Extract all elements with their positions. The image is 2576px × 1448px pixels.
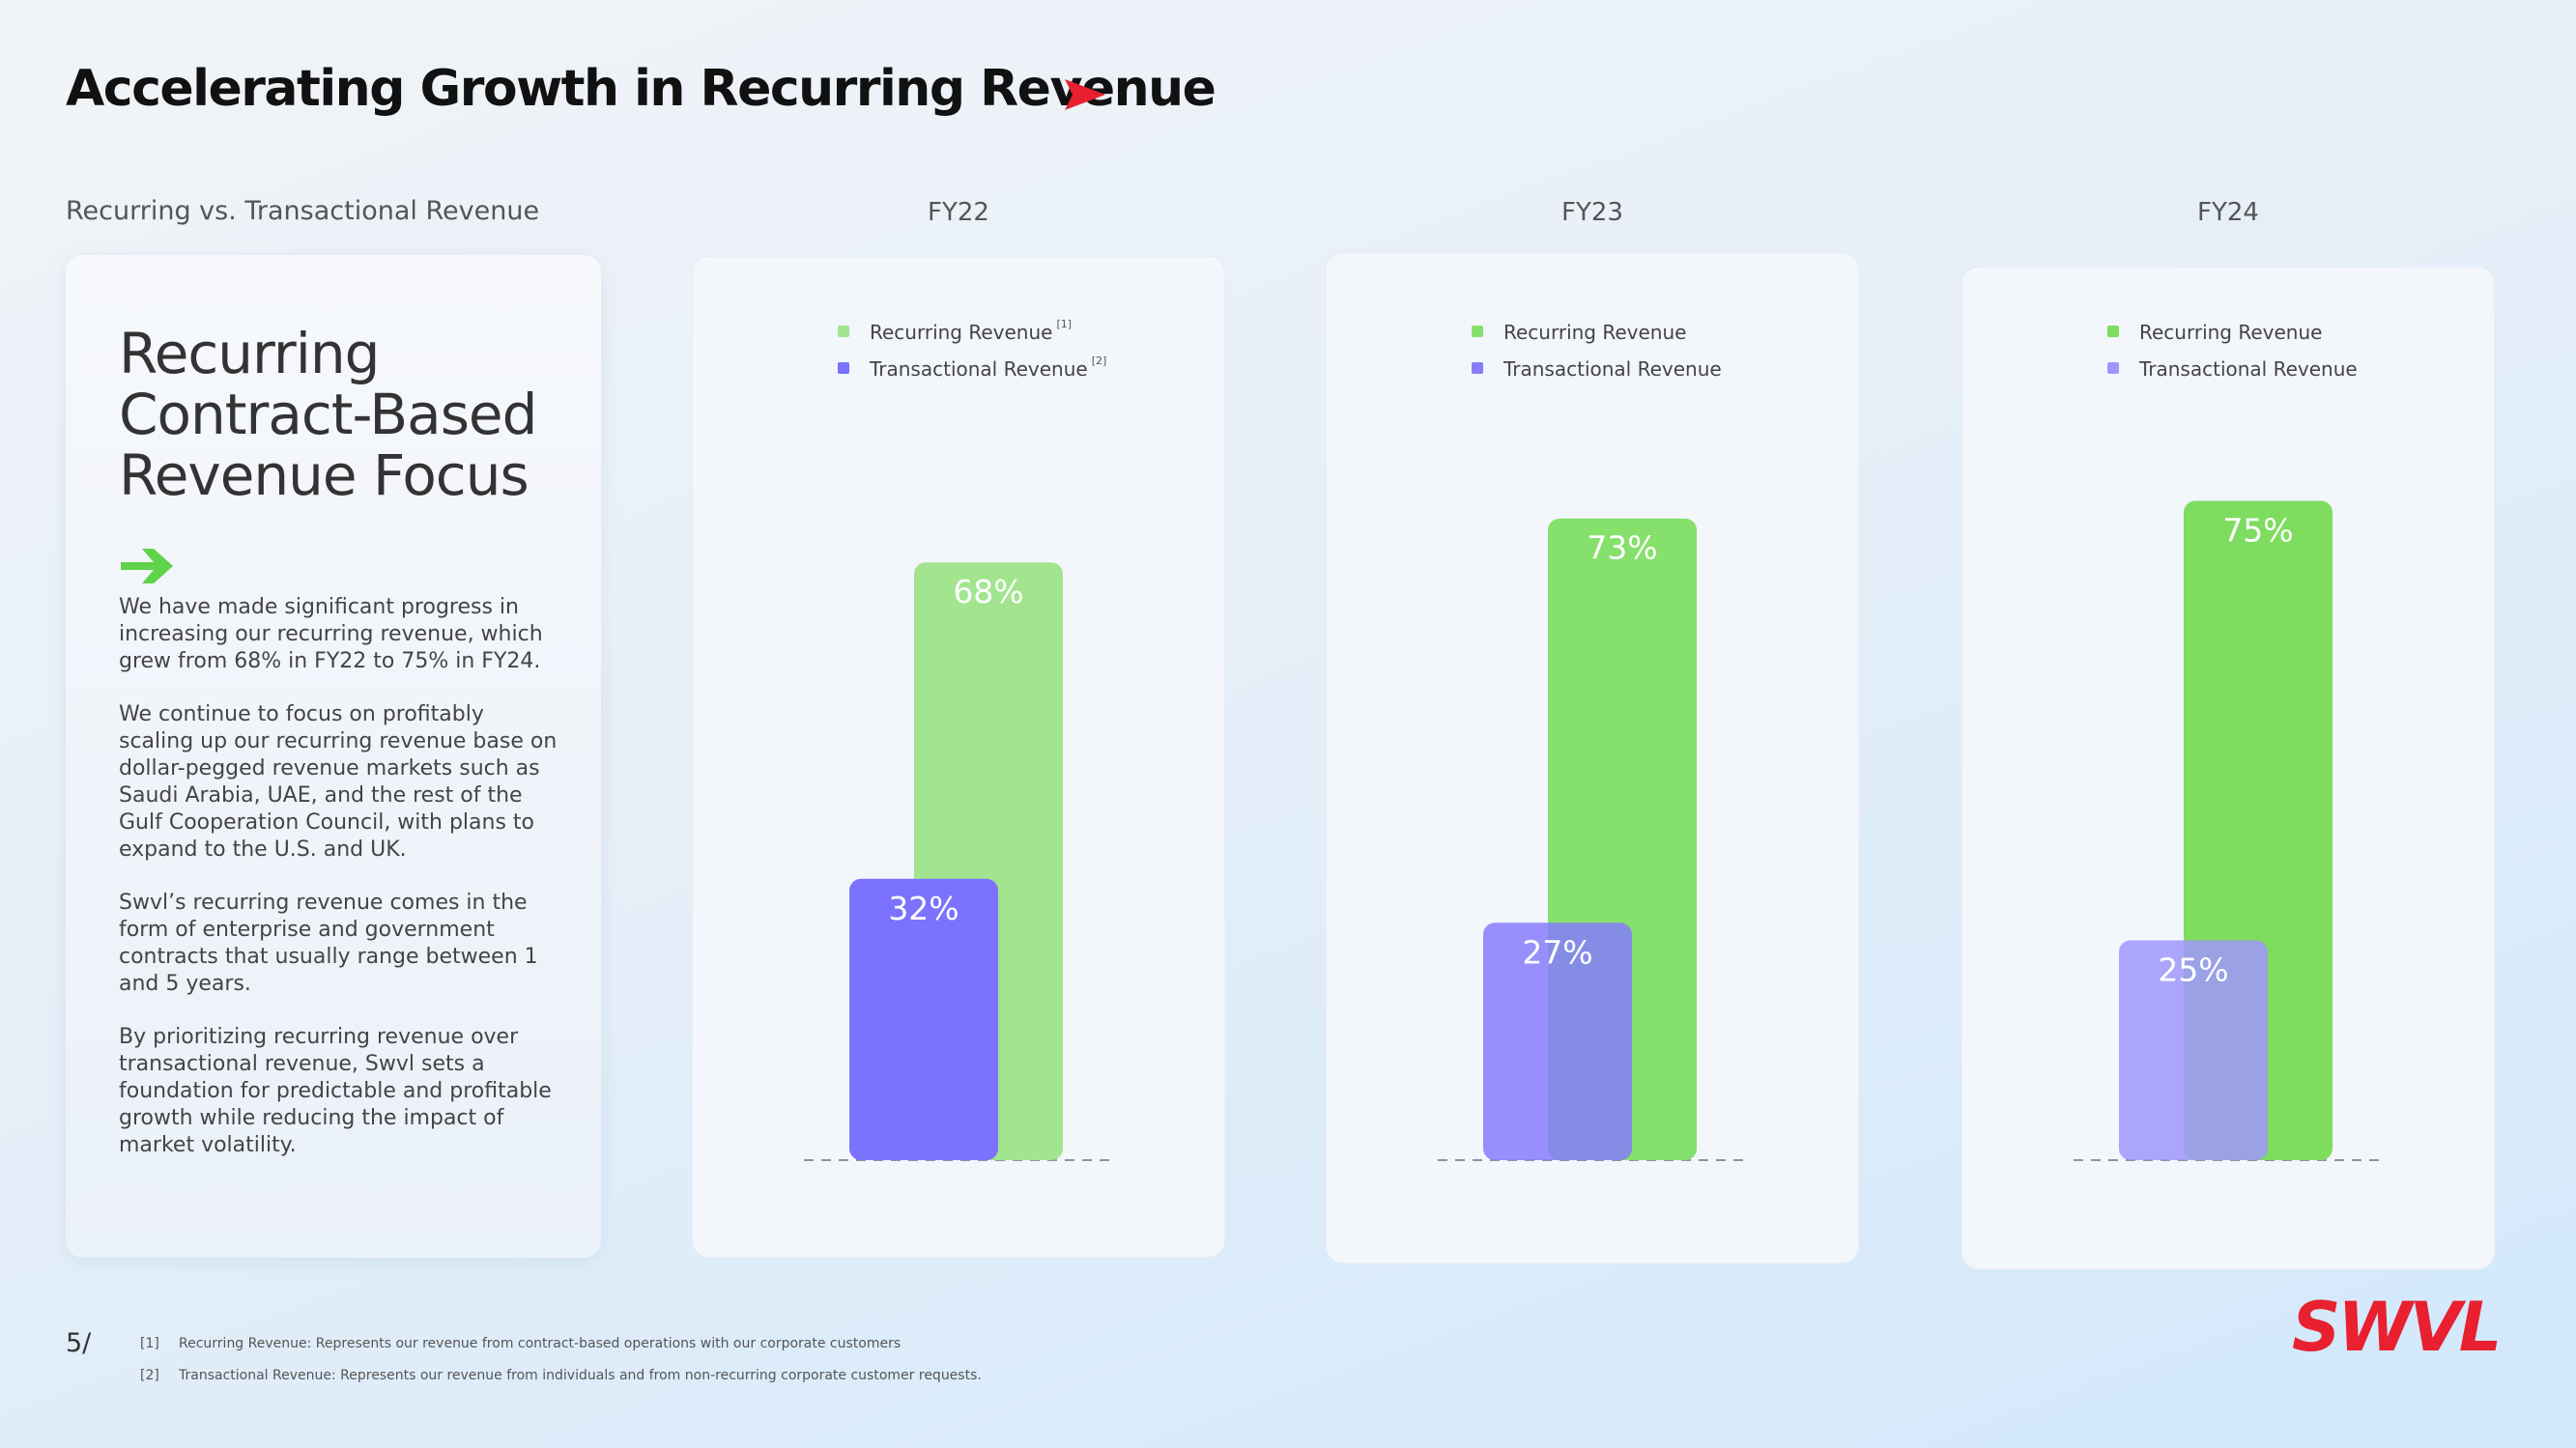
heading-line: Recurring: [119, 321, 380, 386]
arrow-icon: [121, 549, 173, 583]
panel-text: We have made significant progress in inc…: [119, 594, 563, 1185]
legend-label: Transactional Revenue: [2138, 357, 2358, 381]
legend-swatch: [1472, 362, 1483, 374]
value-label: 25%: [2158, 951, 2228, 989]
chart-title: FY23: [1561, 198, 1623, 227]
value-label: 73%: [1587, 529, 1657, 567]
value-label: 68%: [953, 573, 1023, 610]
bar: [2119, 940, 2268, 1160]
legend-label: Recurring Revenue: [2139, 321, 2322, 344]
legend-swatch: [838, 362, 849, 374]
legend-label: Recurring Revenue: [1503, 321, 1686, 344]
panel-heading: Recurring Contract-Based Revenue Focus: [119, 321, 537, 508]
legend-swatch: [2107, 326, 2119, 337]
legend-label: Transactional Revenue: [1503, 357, 1722, 381]
subtitle: Recurring vs. Transactional Revenue: [66, 196, 540, 226]
bar: [849, 878, 998, 1160]
footnote: Transactional Revenue: Represents our re…: [179, 1368, 982, 1383]
legend-swatch: [838, 326, 849, 337]
footnote-mark: [1]: [140, 1336, 159, 1351]
text-panel: [66, 255, 601, 1258]
value-label: 32%: [888, 890, 959, 927]
paragraph: By prioritizing recurring revenue over t…: [119, 1025, 552, 1157]
value-label: 75%: [2222, 512, 2293, 550]
chart-title: FY24: [2197, 198, 2259, 227]
legend-note: [2]: [1092, 355, 1107, 367]
logo: SWVL: [2292, 1288, 2502, 1367]
heading-line: Revenue Focus: [119, 442, 530, 508]
heading-line: Contract-Based: [119, 382, 537, 447]
legend-swatch: [1472, 326, 1483, 337]
paragraph: Swvl’s recurring revenue comes in the fo…: [119, 891, 538, 996]
chart-title: FY22: [928, 198, 989, 227]
footnote: Recurring Revenue: Represents our revenu…: [179, 1336, 902, 1351]
footnote-mark: [2]: [140, 1368, 159, 1383]
legend-swatch: [2107, 362, 2119, 374]
value-label: 27%: [1522, 933, 1592, 971]
chevron-icon: [1065, 79, 1105, 110]
legend-note: [1]: [1056, 318, 1072, 330]
paragraph: We continue to focus on profitably scali…: [119, 702, 558, 862]
paragraph: We have made significant progress in inc…: [119, 595, 543, 673]
title: Accelerating Growth in Recurring Revenue: [66, 60, 1216, 118]
bar: [1483, 923, 1632, 1160]
legend-label: Recurring Revenue: [870, 321, 1052, 344]
page-number: 5/: [66, 1328, 92, 1358]
legend-label: Transactional Revenue: [869, 357, 1088, 381]
